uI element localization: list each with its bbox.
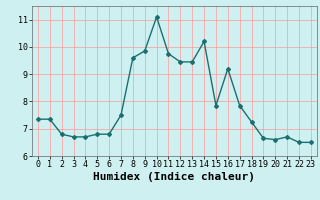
X-axis label: Humidex (Indice chaleur): Humidex (Indice chaleur) [93,172,255,182]
